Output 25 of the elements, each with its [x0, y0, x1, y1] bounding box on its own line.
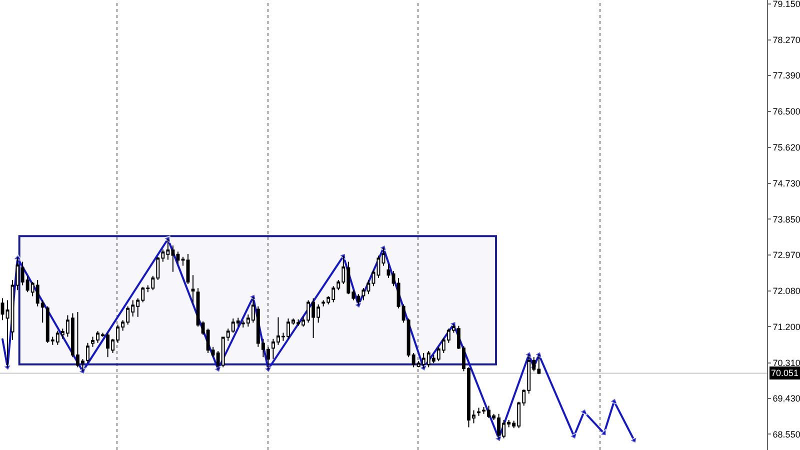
y-tick-label: 77.390	[772, 70, 800, 81]
y-tick-label: 74.730	[772, 178, 800, 189]
candlestick	[181, 256, 185, 266]
y-tick-label: 79.150	[772, 0, 800, 10]
candlestick	[0, 298, 4, 321]
candlestick	[386, 263, 390, 278]
y-tick-label: 69.430	[772, 394, 800, 404]
point	[163, 236, 171, 244]
y-tick-label: 73.850	[772, 214, 800, 224]
candlestick	[376, 255, 380, 278]
candlestick	[477, 407, 480, 416]
ref-line-label: 70.051	[771, 368, 799, 378]
y-tick-label: 70.310	[772, 358, 800, 368]
point	[338, 252, 346, 260]
y-tick-label: 72.080	[772, 286, 800, 296]
candlestick	[191, 274, 195, 304]
point	[599, 428, 607, 436]
y-tick-label: 76.500	[772, 106, 800, 117]
y-tick-label: 75.620	[772, 142, 800, 152]
y-tick-label: 72.970	[772, 250, 800, 260]
y-tick-label: 78.270	[772, 34, 800, 45]
y-tick-label: 68.550	[772, 429, 800, 440]
candlestick	[382, 247, 386, 266]
y-tick-label: 71.200	[772, 322, 800, 332]
candlestick	[186, 254, 190, 285]
